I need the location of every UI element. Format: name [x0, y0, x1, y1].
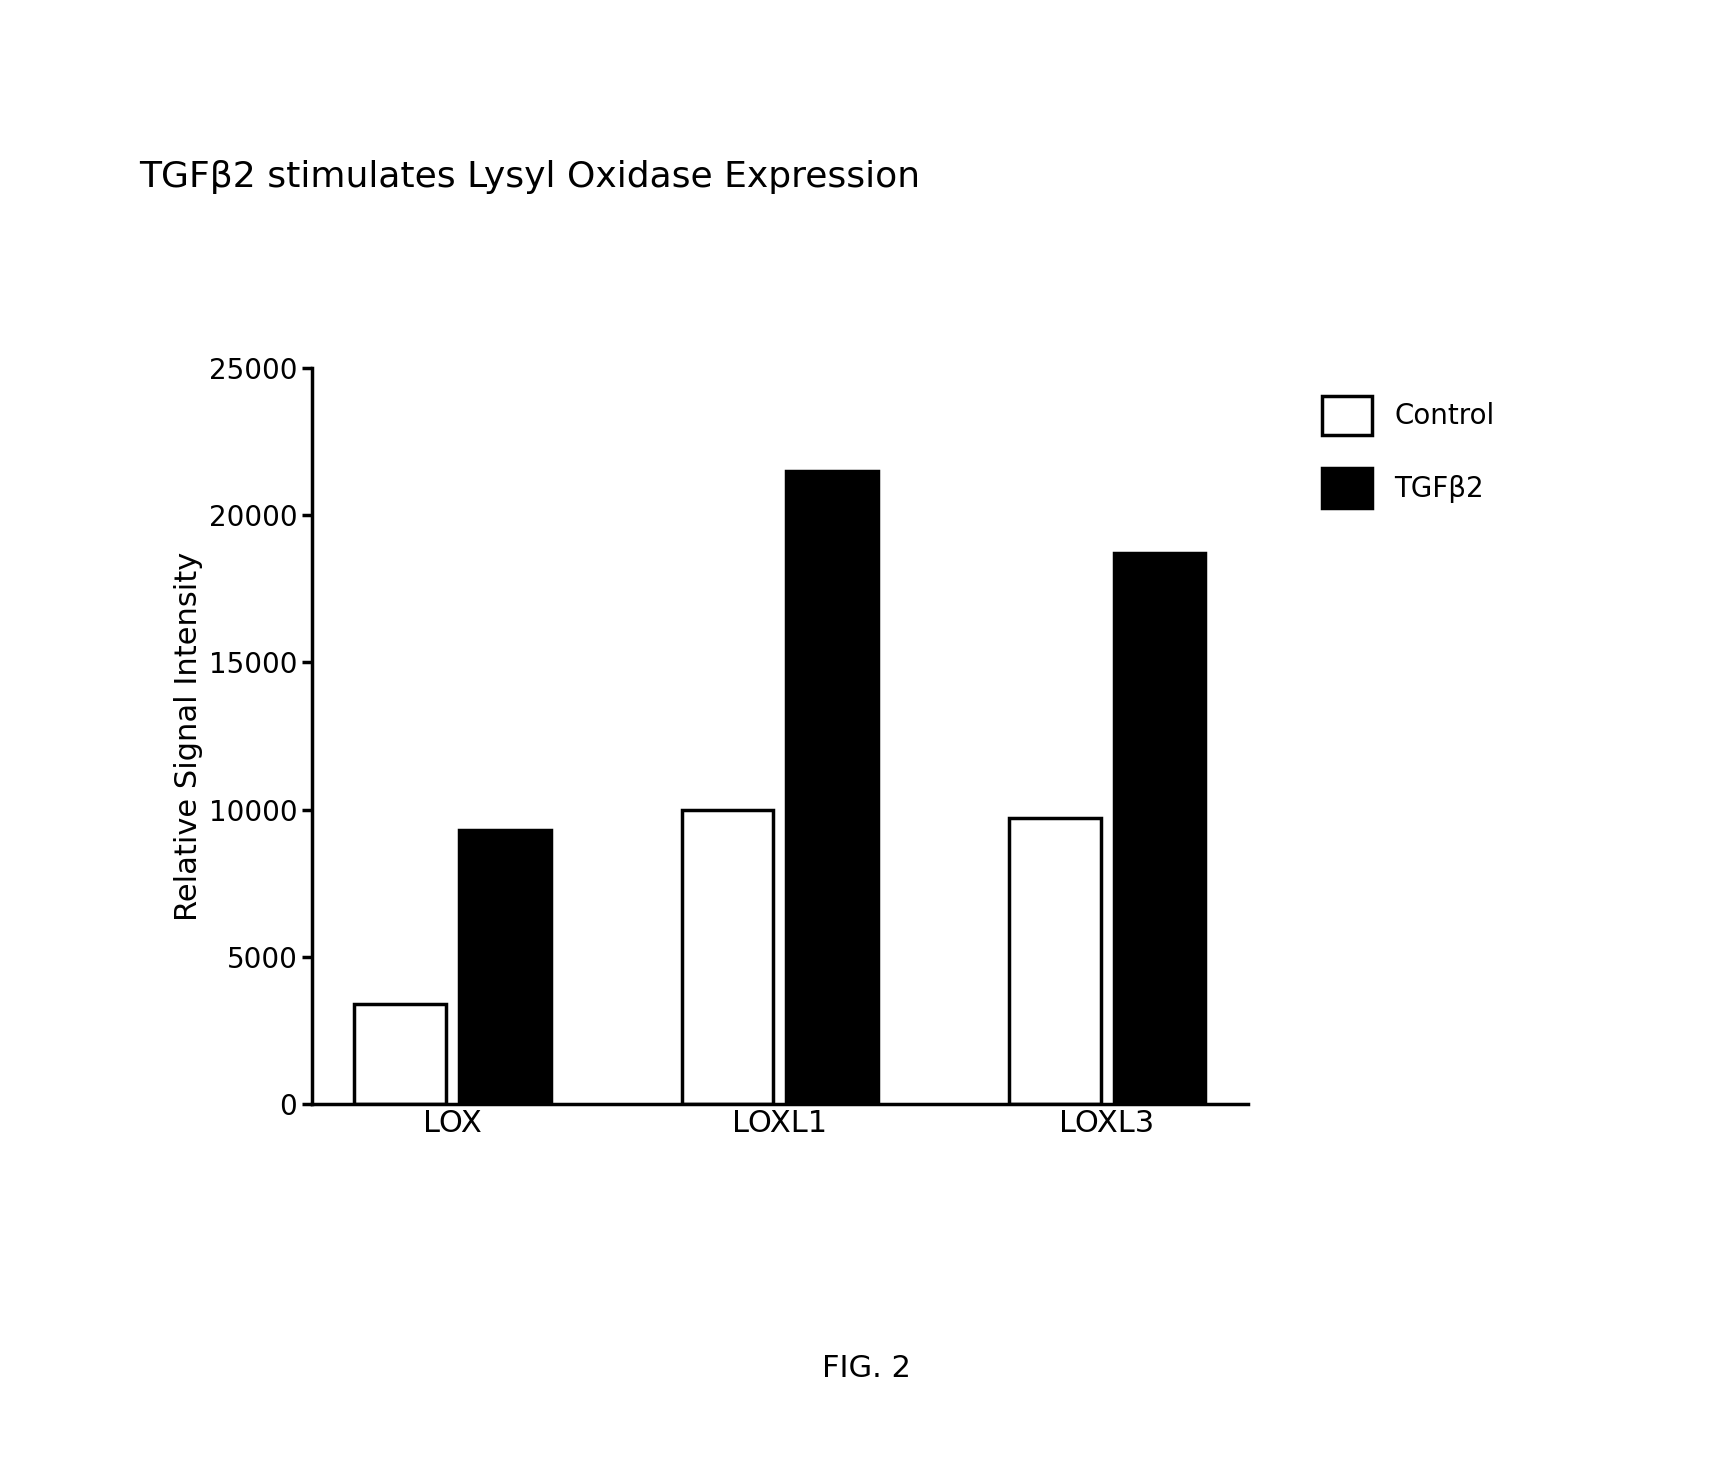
- Bar: [1008, 818, 1100, 1104]
- Bar: [786, 471, 878, 1104]
- Legend: Control, TGFβ2: Control, TGFβ2: [1308, 381, 1509, 521]
- Text: FIG. 2: FIG. 2: [821, 1354, 911, 1384]
- Bar: [459, 830, 551, 1104]
- Y-axis label: Relative Signal Intensity: Relative Signal Intensity: [175, 552, 203, 920]
- Bar: [681, 810, 772, 1104]
- Bar: [1114, 553, 1204, 1104]
- Bar: [355, 1004, 445, 1104]
- Text: TGFβ2 stimulates Lysyl Oxidase Expression: TGFβ2 stimulates Lysyl Oxidase Expressio…: [139, 159, 920, 194]
